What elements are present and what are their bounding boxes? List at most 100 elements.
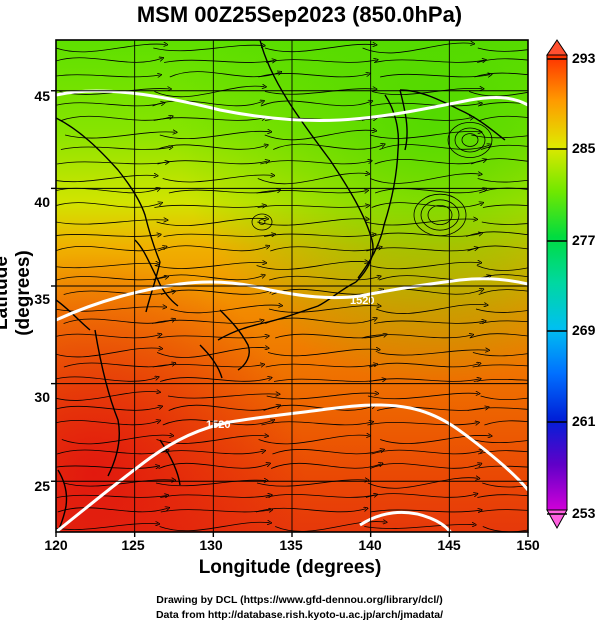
streamline — [484, 420, 528, 426]
streamline — [362, 43, 473, 54]
colorbar: 293 285 277 269 261 253 — [546, 39, 596, 530]
colorbar-max-arrow — [546, 39, 568, 56]
streamline — [56, 495, 167, 497]
streamline — [256, 480, 367, 487]
streamline — [159, 522, 270, 532]
streamline — [364, 524, 474, 529]
streamline — [471, 158, 528, 165]
contour-label-south: 1520 — [206, 419, 230, 431]
streamline — [56, 58, 162, 63]
streamline — [477, 47, 528, 52]
credit-drawing: Drawing by DCL (https://www.gfd-dennou.o… — [156, 594, 443, 606]
streamline — [475, 308, 528, 313]
streamline — [56, 348, 161, 358]
streamline — [367, 393, 478, 400]
streamline — [480, 395, 528, 400]
streamline — [272, 449, 383, 455]
streamline — [264, 234, 374, 236]
streamline — [157, 336, 267, 338]
streamline — [56, 203, 161, 208]
colorbar-label-253: 253 — [572, 505, 596, 521]
streamline — [56, 334, 160, 339]
temperature-field: 1520 1520 — [56, 40, 528, 532]
y-tick-25: 25 — [34, 478, 50, 494]
streamline — [152, 101, 263, 107]
circulation-swirl — [427, 204, 453, 225]
streamline — [270, 247, 380, 252]
streamline — [376, 407, 487, 411]
streamline — [265, 494, 376, 498]
circulation-swirl — [454, 127, 486, 153]
streamline — [56, 75, 160, 77]
streamline — [371, 88, 482, 95]
streamline — [270, 463, 381, 469]
streamline — [476, 265, 528, 271]
streamline — [162, 175, 273, 183]
streamline — [260, 161, 370, 165]
lat-lon-grid — [56, 40, 528, 532]
x-tick-145: 145 — [437, 537, 461, 553]
circulation-swirl — [251, 213, 273, 231]
colorbar-min-arrow — [546, 509, 568, 530]
streamline — [160, 290, 271, 295]
streamline — [257, 205, 368, 207]
streamline — [275, 334, 385, 339]
streamline — [467, 407, 528, 411]
x-tick-135: 135 — [279, 537, 303, 553]
streamline — [56, 377, 157, 382]
x-axis-label: Longitude (degrees) — [198, 557, 382, 578]
streamline — [374, 189, 485, 194]
streamline — [56, 234, 159, 236]
streamline — [64, 132, 175, 139]
streamline — [478, 289, 528, 295]
y-tick-45: 45 — [34, 88, 50, 104]
streamline — [257, 219, 367, 226]
colorbar-label-277: 277 — [572, 232, 596, 248]
streamline — [257, 173, 368, 185]
streamline — [369, 132, 480, 139]
streamline — [269, 276, 379, 281]
x-tick-150: 150 — [516, 537, 540, 553]
streamline — [156, 435, 267, 444]
streamline — [379, 145, 490, 150]
streamline — [162, 420, 273, 426]
streamline — [479, 187, 528, 194]
streamline — [56, 44, 166, 53]
streamline — [369, 379, 479, 382]
streamline — [154, 205, 264, 207]
streamline — [477, 178, 528, 183]
streamline — [56, 175, 156, 183]
x-tick-125: 125 — [121, 537, 145, 553]
streamline — [374, 321, 484, 324]
page-title: MSM 00Z25Sep2023 (850.0hPa) — [136, 2, 463, 27]
streamline — [479, 320, 528, 324]
streamline — [156, 145, 266, 150]
colorbar-label-269: 269 — [572, 322, 596, 338]
colorbar-label-261: 261 — [572, 413, 596, 429]
streamline — [60, 147, 171, 149]
streamline — [56, 406, 161, 411]
streamline — [477, 58, 528, 63]
streamline — [380, 74, 490, 77]
x-tick-120: 120 — [44, 537, 68, 553]
y-tick-35: 35 — [34, 291, 50, 307]
streamline — [367, 422, 477, 425]
streamline — [258, 435, 369, 445]
streamline — [265, 60, 376, 63]
streamline — [159, 131, 270, 140]
streamline — [61, 435, 172, 445]
streamline — [370, 103, 480, 107]
streamline — [153, 275, 263, 281]
streamline — [258, 73, 368, 78]
streamline — [56, 391, 159, 401]
streamline — [154, 86, 264, 98]
streamline — [375, 304, 486, 314]
streamline — [374, 159, 485, 165]
streamline — [56, 220, 166, 225]
y-tick-40: 40 — [34, 194, 50, 210]
streamline — [168, 190, 279, 194]
streamline — [156, 218, 267, 226]
streamline — [268, 306, 379, 313]
streamline — [481, 221, 528, 225]
streamline — [480, 144, 528, 150]
